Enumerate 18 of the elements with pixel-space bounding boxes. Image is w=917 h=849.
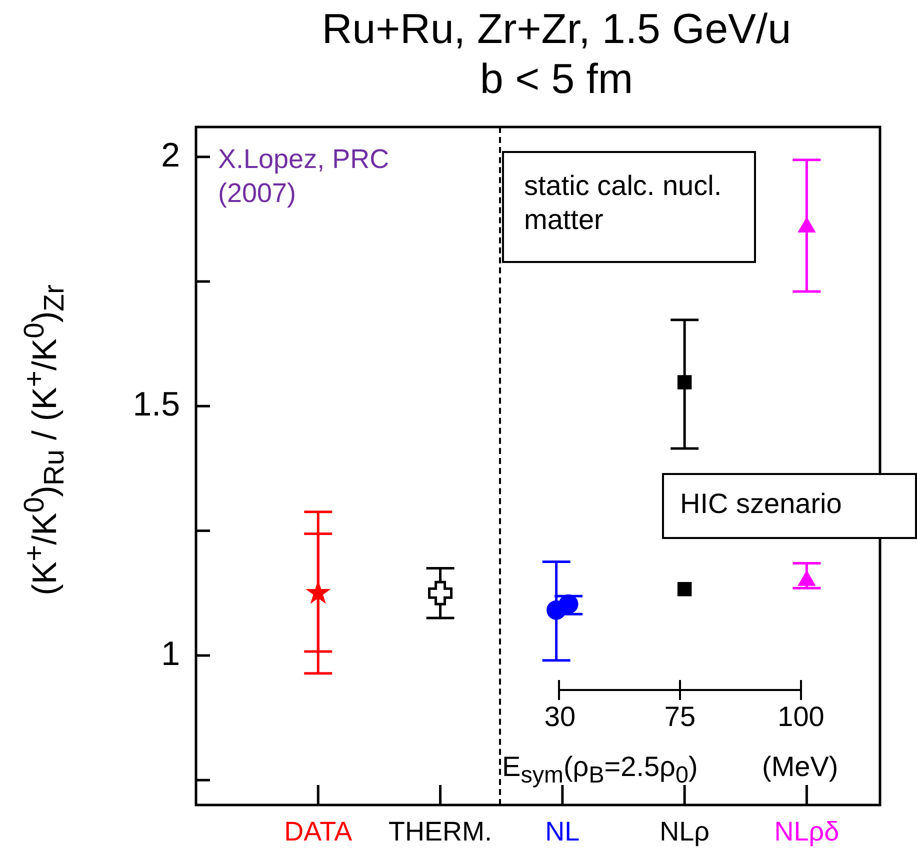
annotation: X.Lopez, PRC (2007) [218,143,390,210]
annotation: static calc. nucl. matter [524,169,723,237]
chart-subtitle: b < 5 fm [479,54,634,104]
x-tick-label: NL [545,816,580,847]
annotation: (MeV) [762,750,838,784]
annotation: 30 [544,700,576,734]
annotation: HIC szenario [680,487,843,521]
annotation: 75 [664,700,696,734]
annotation: 100 [778,700,824,734]
x-tick-label: NLρδ [774,816,840,847]
y-tick-label: 1 [161,634,180,673]
chart-title: Ru+Ru, Zr+Zr, 1.5 GeV/u [320,4,792,54]
y-tick-label: 1.5 [132,386,180,424]
x-tick-label: DATA [284,816,352,847]
y-tick-label: 2 [161,136,180,174]
x-tick-label: NLρ [660,816,710,847]
annotation: E$_{sym}$(ρ$_{B}$=2.5ρ$_{0}$) [502,750,698,790]
x-tick-label: THERM. [388,816,492,847]
